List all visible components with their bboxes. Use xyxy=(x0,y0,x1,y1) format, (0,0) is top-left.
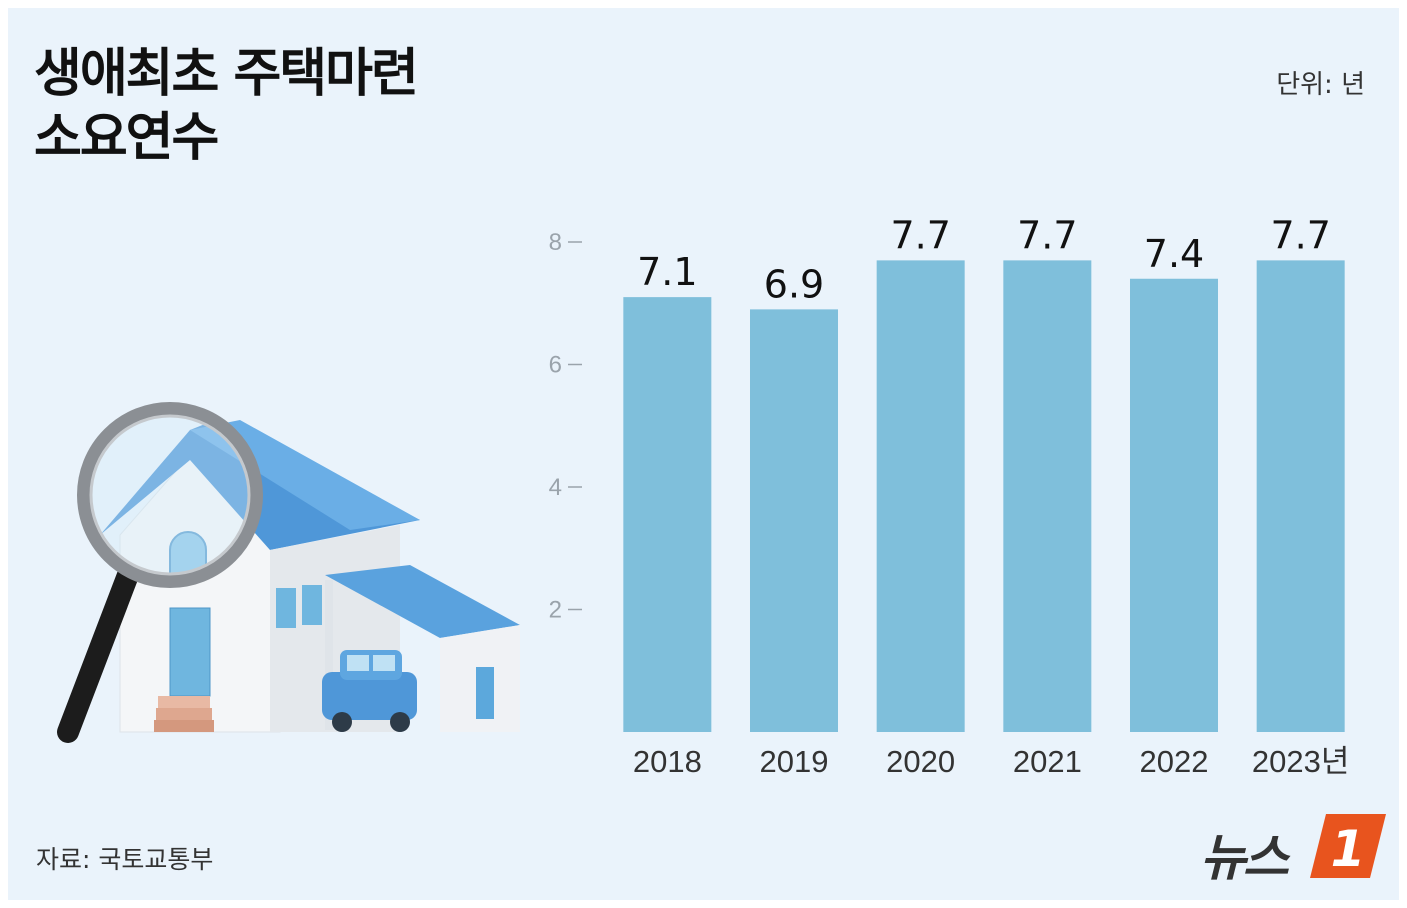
x-tick-label: 2020 xyxy=(886,744,955,779)
x-tick-label: 2019 xyxy=(760,744,829,779)
bar-value-label: 7.7 xyxy=(890,213,950,257)
bar xyxy=(623,297,712,732)
source-note: 자료: 국토교통부 xyxy=(36,845,214,874)
bar-value-label: 7.4 xyxy=(1144,232,1204,276)
bar xyxy=(750,309,838,732)
bar xyxy=(1130,278,1218,732)
bar-value-label: 7.7 xyxy=(1017,213,1077,257)
x-tick-label: 2018 xyxy=(633,744,702,779)
y-tick-label: 6 xyxy=(549,352,562,379)
logo-wordmark: 뉴스 xyxy=(1200,829,1289,887)
logo-badge-icon: 1 xyxy=(1310,814,1386,878)
x-tick-label: 2021 xyxy=(1013,744,1082,779)
y-tick-label: 4 xyxy=(549,474,562,501)
bar xyxy=(1256,260,1345,732)
data-labels: 7.1 6.9 7.7 7.7 7.4 7.7 xyxy=(637,213,1331,306)
bar-value-label: 6.9 xyxy=(764,262,824,306)
title-line-2: 소요연수 xyxy=(34,108,219,168)
unit-label: 단위: 년 xyxy=(1276,70,1365,100)
news1-logo: 뉴스 1 xyxy=(1200,812,1390,887)
bar xyxy=(876,260,965,732)
x-tick-label: 2022 xyxy=(1140,744,1209,779)
bar-value-label: 7.7 xyxy=(1270,213,1330,257)
bar-series xyxy=(623,260,1345,732)
y-tick-label: 2 xyxy=(549,597,562,624)
x-tick-label: 2023년 xyxy=(1252,744,1349,779)
chart-title: 생애최초 주택마련 소요연수 xyxy=(34,42,419,170)
bar xyxy=(1003,260,1092,732)
bar-value-label: 7.1 xyxy=(637,250,697,294)
title-line-1: 생애최초 주택마련 xyxy=(34,44,419,104)
y-tick-label: 8 xyxy=(549,229,562,256)
house-magnifier-illustration xyxy=(57,402,520,743)
y-axis: 2 4 6 8 xyxy=(549,229,582,624)
x-axis: 2018 2019 2020 2021 2022 2023년 xyxy=(633,744,1350,779)
logo-badge-digit: 1 xyxy=(1331,820,1366,878)
